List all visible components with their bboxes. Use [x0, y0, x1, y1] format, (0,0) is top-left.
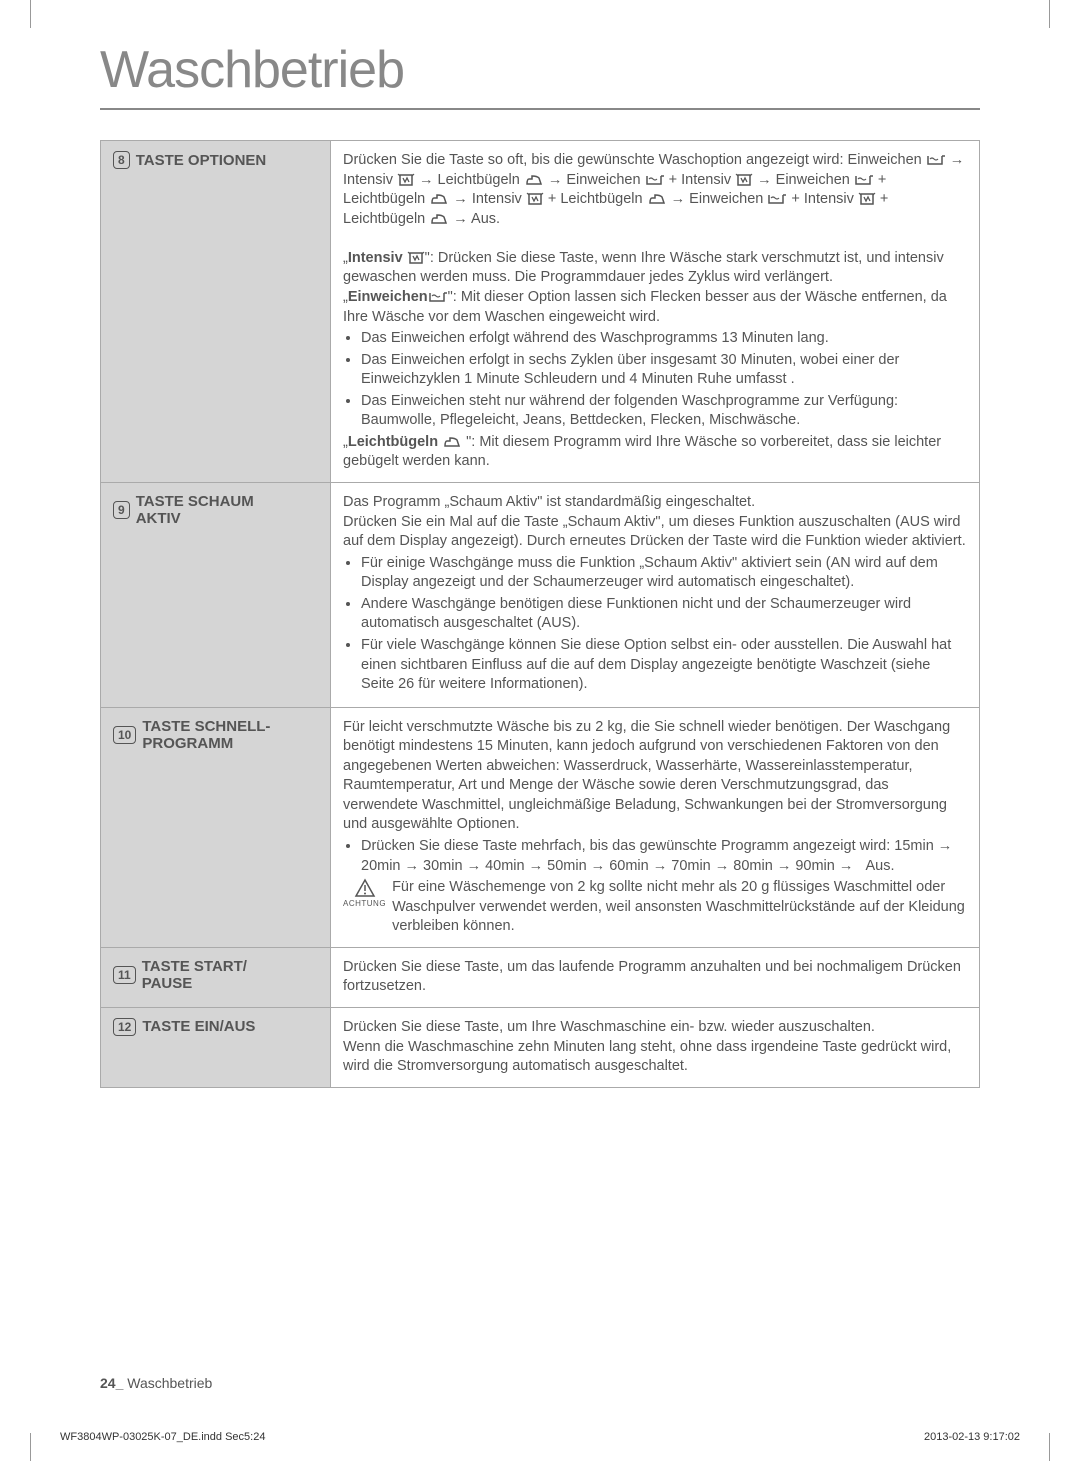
table-row: 9 TASTE SCHAUMAKTIV Das Programm „Schaum A… — [101, 483, 980, 708]
row-label-cell: 11 TASTE START/PAUSE — [101, 947, 331, 1007]
content-table: 8 TASTE OPTIONEN Drücken Sie die Taste so … — [100, 140, 980, 1088]
row-body-cell: Drücken Sie die Taste so oft, bis die ge… — [331, 141, 980, 483]
footer-filename: WF3804WP-03025K-07_DE.indd Sec5:24 — [60, 1431, 265, 1443]
row-body-cell: Für leicht verschmutzte Wäsche bis zu 2 … — [331, 707, 980, 947]
row-number: 10 — [113, 726, 136, 744]
row-body-cell: Das Programm „Schaum Aktiv" ist standard… — [331, 483, 980, 708]
row-label: TASTE START/PAUSE — [142, 958, 247, 992]
table-row: 11 TASTE START/PAUSE Drücken Sie diese Tas… — [101, 947, 980, 1007]
table-row: 12 TASTE EIN/AUS Drücken Sie diese Taste, … — [101, 1007, 980, 1087]
row-number: 12 — [113, 1018, 136, 1036]
row-number: 11 — [113, 966, 136, 984]
row-label: TASTE EIN/AUS — [142, 1018, 255, 1035]
table-row: 8 TASTE OPTIONEN Drücken Sie die Taste so … — [101, 141, 980, 483]
row-label-cell: 12 TASTE EIN/AUS — [101, 1007, 331, 1087]
row-label-cell: 10 TASTE SCHNELL-PROGRAMM — [101, 707, 331, 947]
row-label: TASTE SCHNELL-PROGRAMM — [142, 718, 270, 752]
table-row: 10 TASTE SCHNELL-PROGRAMM Für leicht versc… — [101, 707, 980, 947]
row-number: 9 — [113, 501, 130, 519]
row-body-cell: Drücken Sie diese Taste, um das laufende… — [331, 947, 980, 1007]
row-number: 8 — [113, 151, 130, 169]
row-label: TASTE OPTIONEN — [136, 152, 267, 169]
page-title: Waschbetrieb — [100, 40, 980, 110]
row-label: TASTE SCHAUMAKTIV — [136, 493, 254, 527]
row-label-cell: 9 TASTE SCHAUMAKTIV — [101, 483, 331, 708]
page-number: 24_ Waschbetrieb — [100, 1375, 212, 1391]
footer-timestamp: 2013-02-13 9:17:02 — [924, 1431, 1020, 1443]
row-label-cell: 8 TASTE OPTIONEN — [101, 141, 331, 483]
row-body-cell: Drücken Sie diese Taste, um Ihre Waschma… — [331, 1007, 980, 1087]
